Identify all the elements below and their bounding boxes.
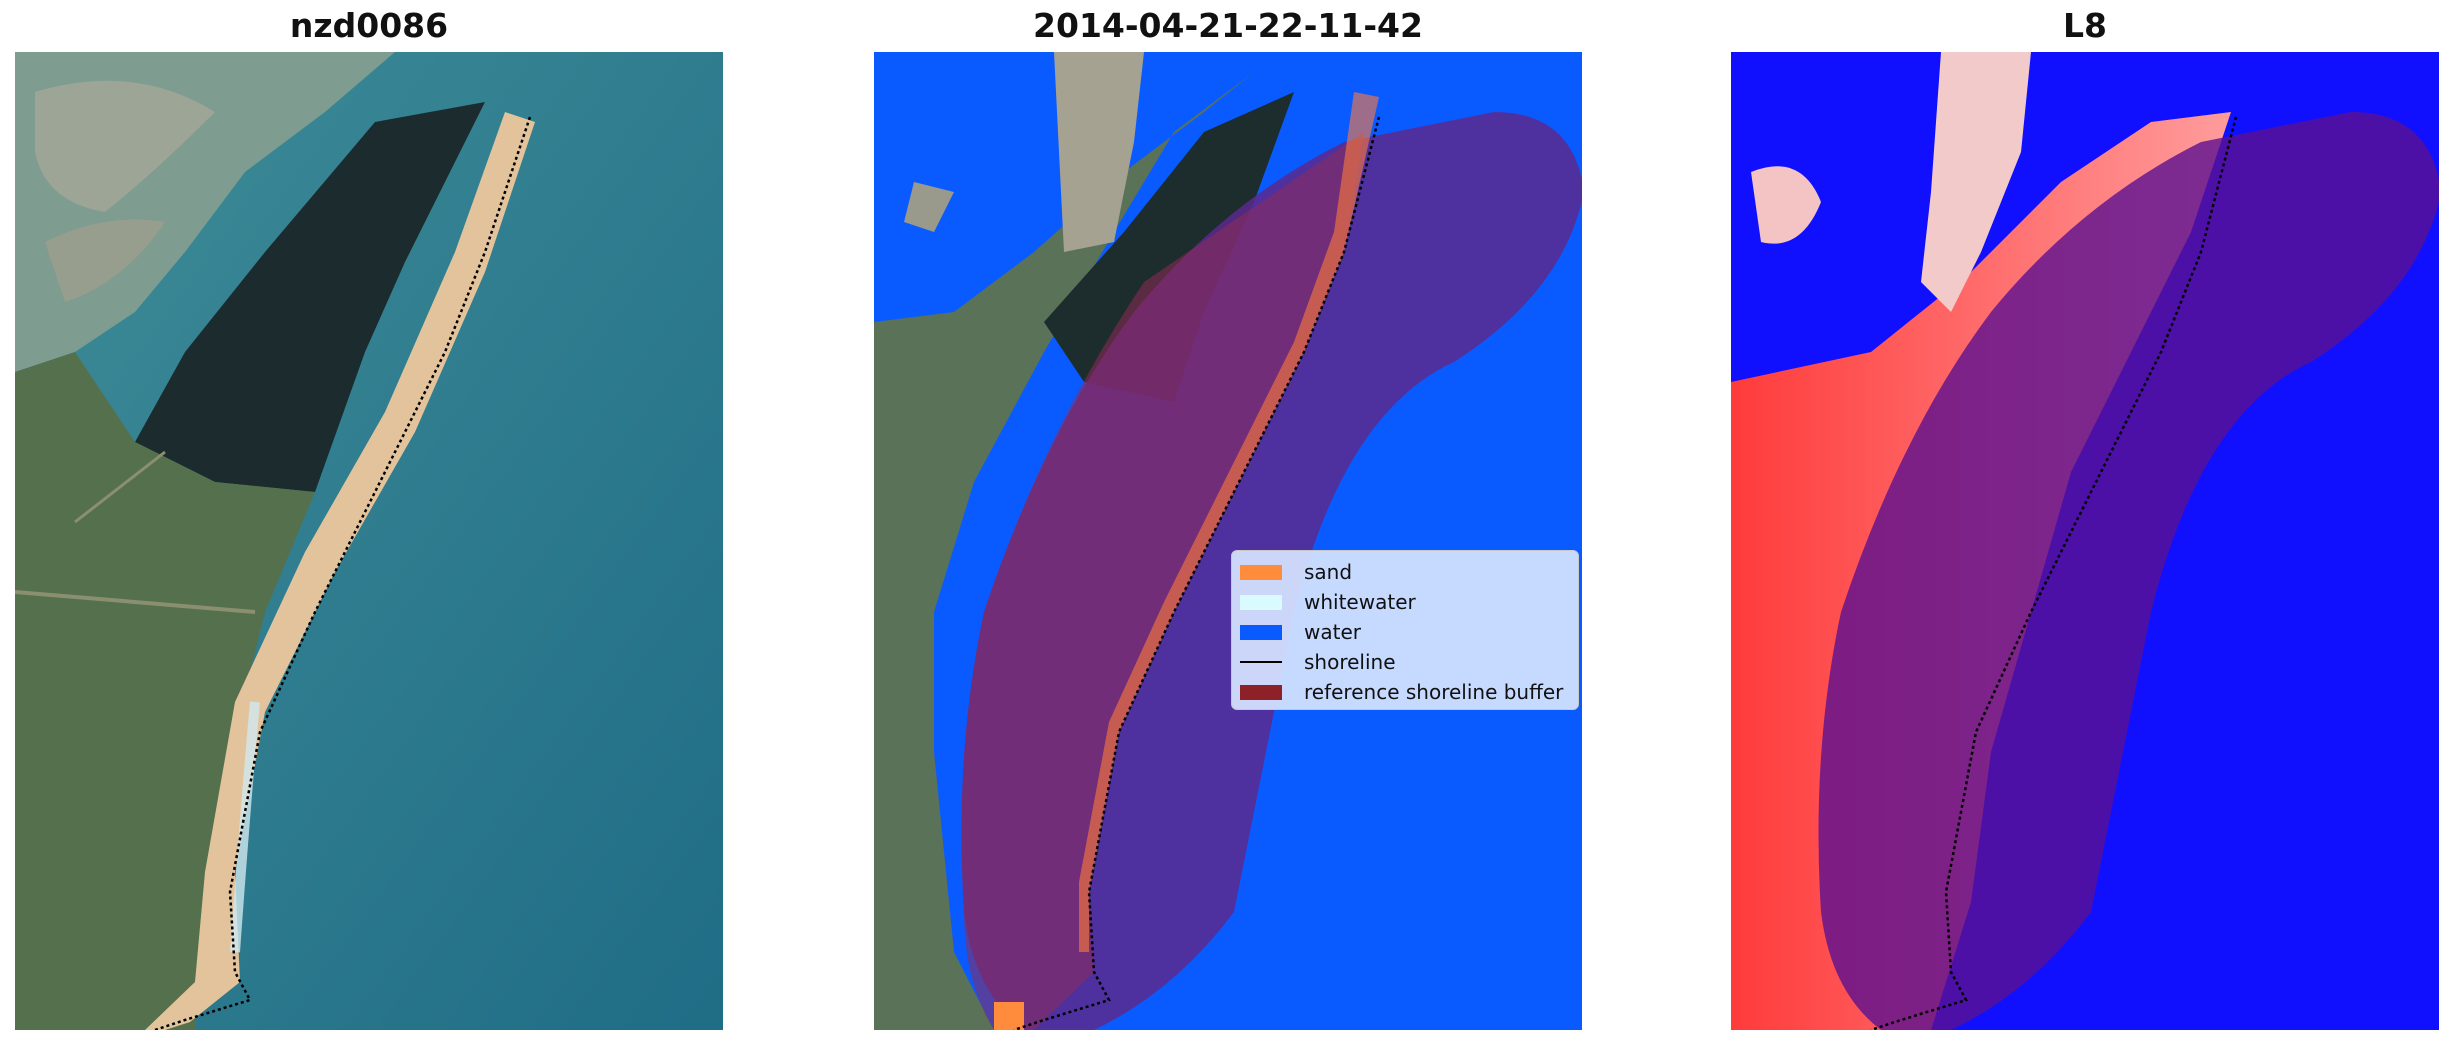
panel-title-index: L8 <box>2063 6 2107 45</box>
legend-label: reference shoreline buffer <box>1304 680 1564 704</box>
legend: sand whitewater water shoreline referenc… <box>1231 550 1579 710</box>
buffer-swatch <box>1240 684 1282 700</box>
rgb-satellite-image <box>15 52 723 1030</box>
legend-label: sand <box>1304 560 1353 584</box>
panel-title-rgb: nzd0086 <box>289 6 449 45</box>
water-swatch <box>1240 624 1282 640</box>
legend-label: whitewater <box>1304 590 1416 614</box>
shoreline-line-classified <box>1013 116 1381 1030</box>
sand-swatch <box>1240 564 1282 580</box>
panel-title-classified: 2014-04-21-22-11-42 <box>1033 6 1423 45</box>
index-image-panel <box>1731 52 2439 1030</box>
rgb-image-panel <box>15 52 723 1030</box>
legend-label: water <box>1304 620 1361 644</box>
whitewater-swatch <box>1240 594 1282 610</box>
legend-item-shoreline: shoreline <box>1240 647 1570 677</box>
shoreline-line <box>154 116 532 1030</box>
shoreline-swatch <box>1240 661 1282 663</box>
legend-item-sand: sand <box>1240 557 1570 587</box>
shoreline-line-index <box>1870 116 2238 1030</box>
legend-item-whitewater: whitewater <box>1240 587 1570 617</box>
index-image <box>1731 52 2439 1030</box>
legend-item-water: water <box>1240 617 1570 647</box>
legend-item-buffer: reference shoreline buffer <box>1240 677 1570 707</box>
classified-image <box>874 52 1582 1030</box>
classified-image-panel <box>874 52 1582 1030</box>
legend-label: shoreline <box>1304 650 1396 674</box>
